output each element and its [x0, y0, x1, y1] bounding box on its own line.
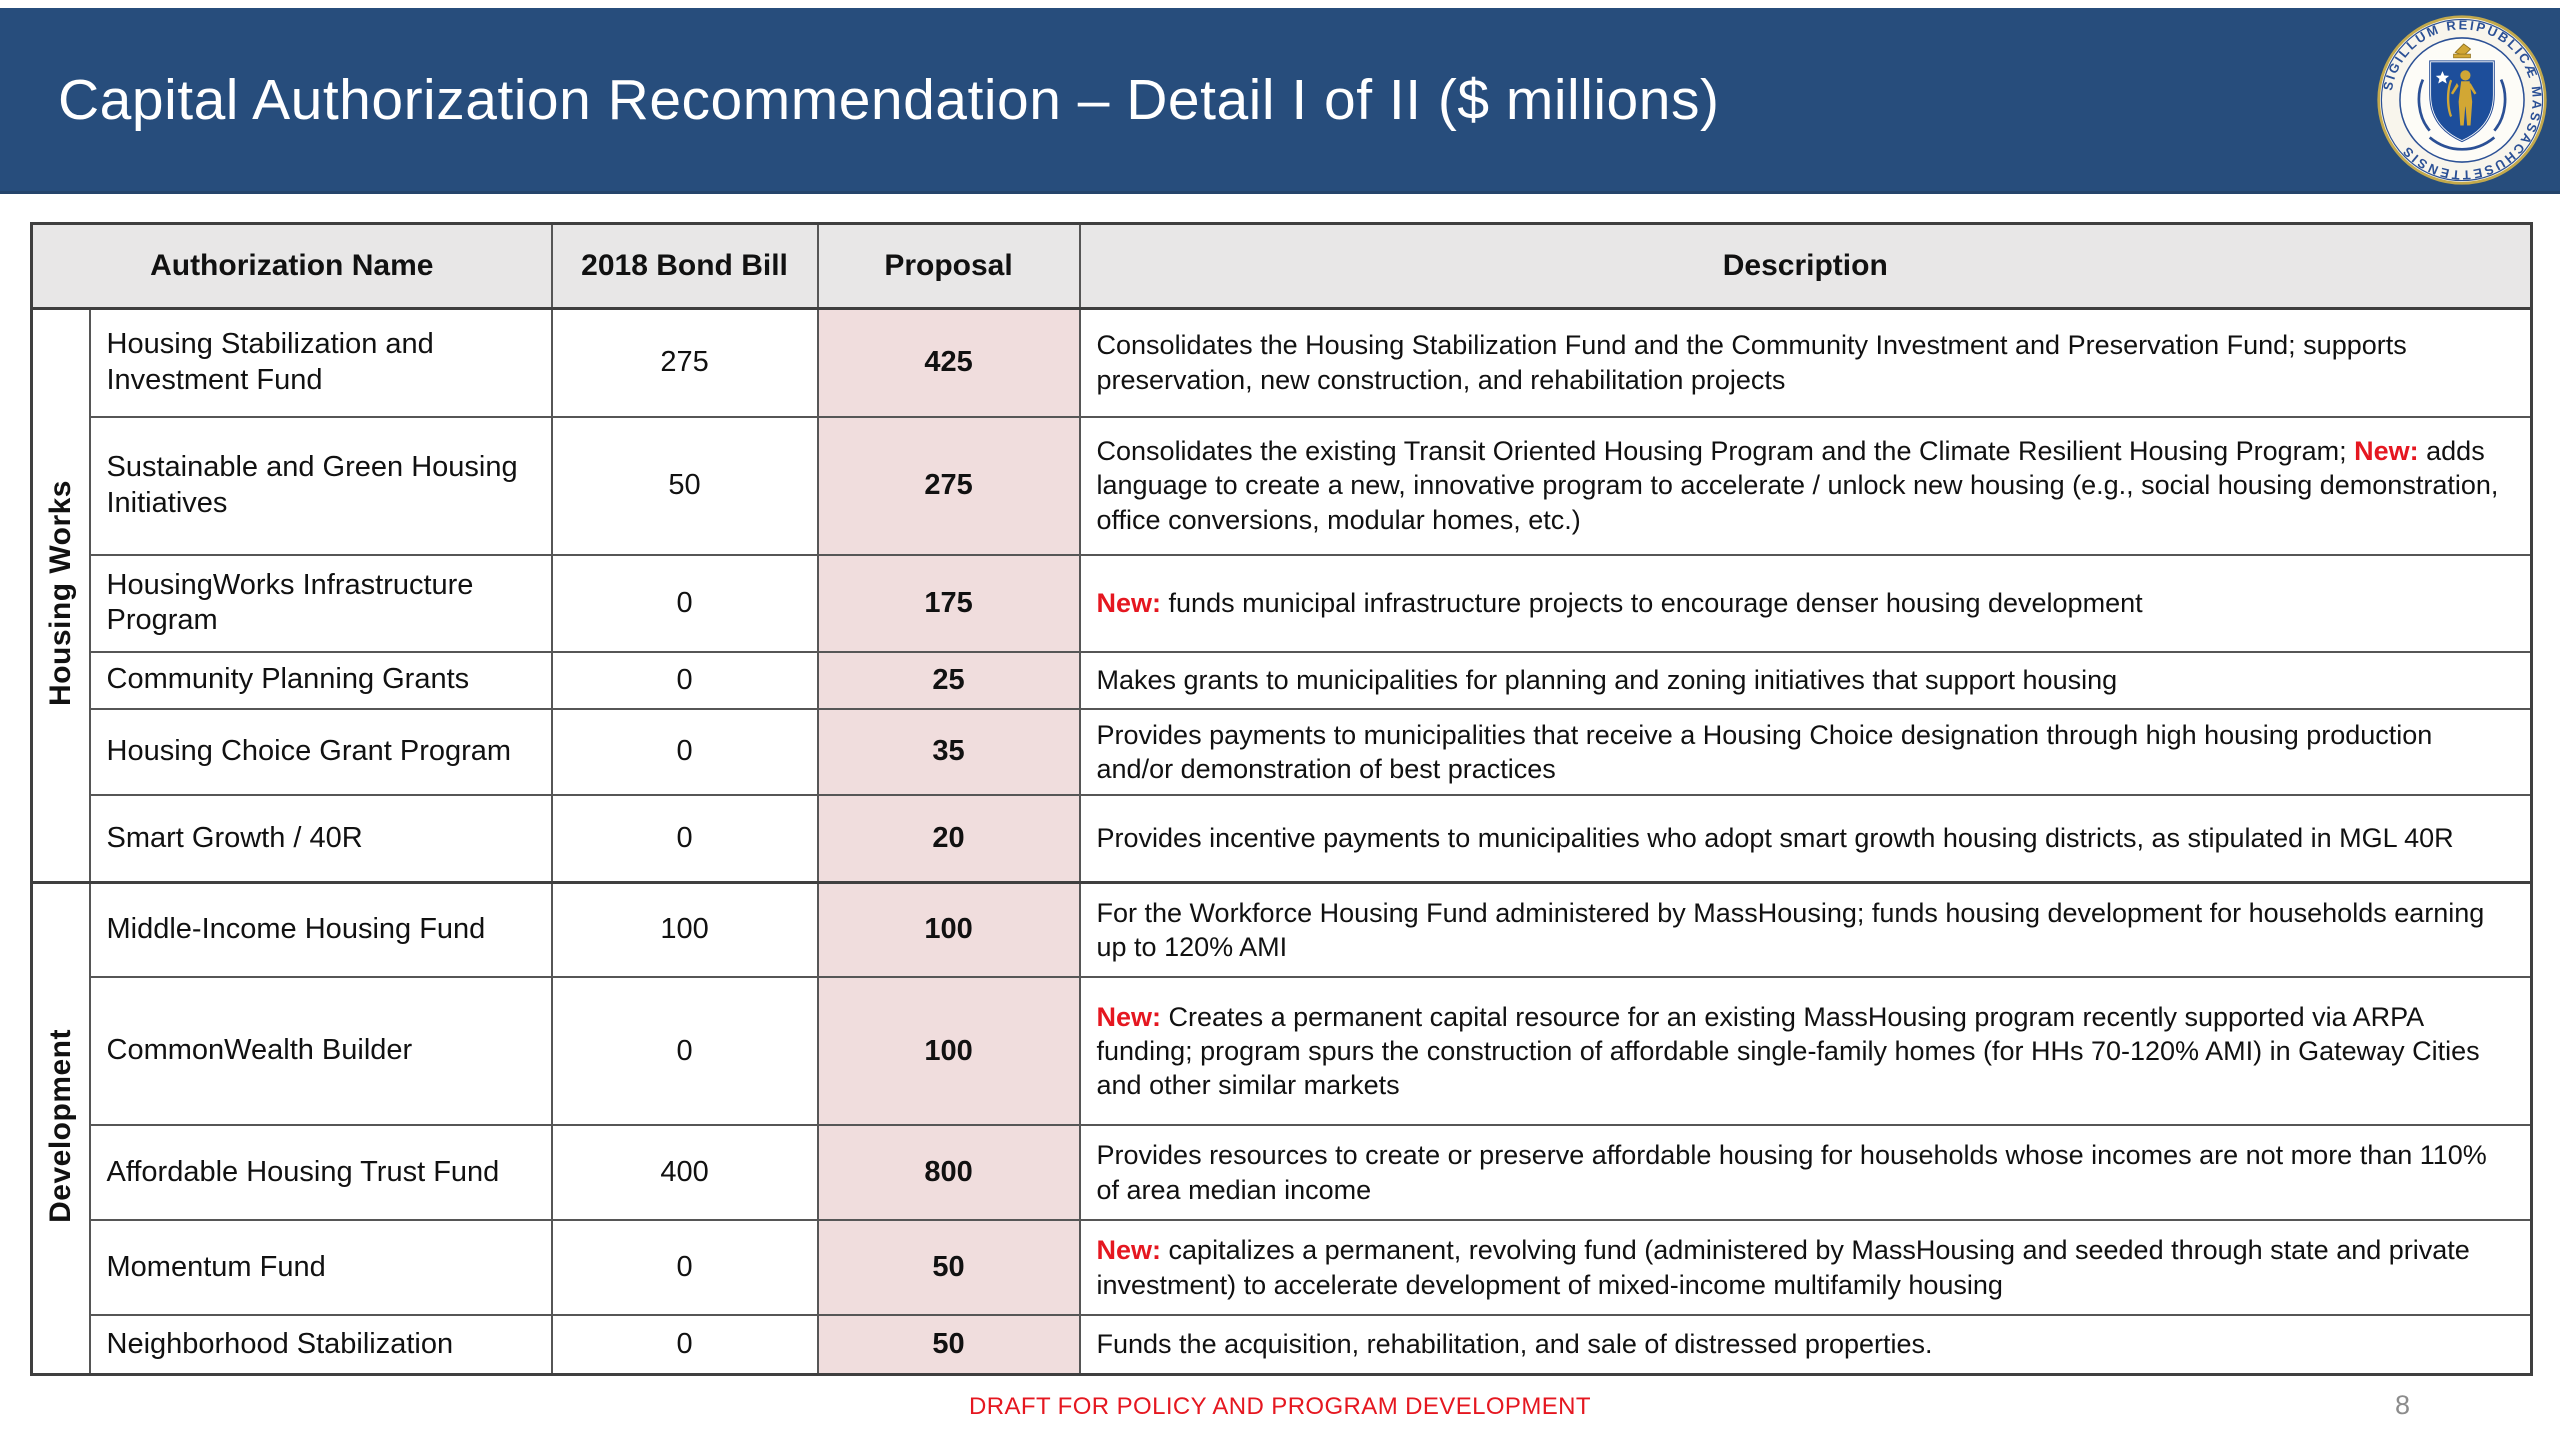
proposal-cell: 25	[816, 650, 1081, 710]
proposal-cell: 800	[816, 1124, 1081, 1222]
authorization-name-cell: Housing Choice Grant Program	[88, 707, 553, 797]
table-row: Momentum Fund 0 50 New: capitalizes a perma…	[32, 1219, 2533, 1317]
description-cell: Funds the acquisition, rehabilitation, a…	[1078, 1314, 2533, 1376]
authorization-name-cell: Smart Growth / 40R	[88, 794, 553, 884]
description-text: adds language to create a new, innovativ…	[1096, 436, 2499, 535]
authorization-name-cell: Sustainable and Green Housing Initiative…	[88, 415, 553, 556]
authorization-name-cell: Affordable Housing Trust Fund	[88, 1124, 553, 1222]
description-text: Consolidates the Housing Stabilization F…	[1096, 330, 2407, 395]
table-row: Development Middle-Income Housing Fund 100…	[30, 880, 2533, 1376]
bond-bill-2018-cell: 0	[550, 553, 819, 653]
description-text: Creates a permanent capital resource for…	[1096, 1001, 2480, 1101]
bond-bill-2018-cell: 50	[550, 415, 819, 556]
bond-bill-2018-cell: 0	[550, 707, 819, 797]
table-header-row: Authorization Name 2018 Bond Bill Proposal…	[30, 222, 2533, 310]
bond-bill-2018-cell: 0	[550, 976, 819, 1127]
table-row: Community Planning Grants 0 25 Makes grants…	[32, 650, 2533, 710]
description-text: Consolidates the existing Transit Orient…	[1096, 436, 2355, 467]
group-label-housing-works: Housing Works	[30, 307, 91, 884]
description-cell: Consolidates the Housing Stabilization F…	[1078, 307, 2533, 418]
group-label-text: Housing Works	[43, 479, 77, 706]
bond-bill-2018-cell: 0	[550, 794, 819, 884]
table-row: Smart Growth / 40R 0 20 Provides incentive …	[32, 794, 2533, 884]
table-row: Neighborhood Stabilization 0 50 Funds the a…	[32, 1314, 2533, 1376]
new-flag-label: New:	[1096, 1235, 1162, 1266]
authorization-name-cell: CommonWealth Builder	[88, 976, 553, 1127]
bond-bill-2018-cell: 275	[550, 307, 819, 418]
seal-star	[2435, 71, 2450, 84]
table-row: Sustainable and Green Housing Initiative…	[32, 415, 2533, 556]
column-header-2018-bond-bill: 2018 Bond Bill	[550, 222, 819, 310]
massachusetts-seal-icon: SIGILLUM REIPUBLICÆ MASSACHUSETTENSIS	[2377, 15, 2547, 185]
table-row: Housing Choice Grant Program 0 35 Provides …	[32, 707, 2533, 797]
bond-bill-2018-cell: 0	[550, 1314, 819, 1376]
new-flag-label: New:	[2354, 436, 2419, 467]
proposal-cell: 20	[816, 794, 1081, 884]
seal-figure	[2446, 70, 2477, 126]
description-cell: Provides incentive payments to municipal…	[1078, 794, 2533, 884]
proposal-cell: 100	[816, 880, 1081, 979]
new-flag-label: New:	[1096, 1001, 1162, 1032]
column-header-authorization-name: Authorization Name	[30, 222, 553, 310]
draft-footer-note: DRAFT FOR POLICY AND PROGRAM DEVELOPMENT	[969, 1393, 1591, 1420]
description-cell: Provides payments to municipalities that…	[1078, 707, 2533, 797]
description-cell: Provides resources to create or preserve…	[1078, 1124, 2533, 1222]
table-row: Housing Works Housing Stabilization and I…	[30, 307, 2533, 884]
bond-bill-2018-cell: 0	[550, 650, 819, 710]
description-text: capitalizes a permanent, revolving fund …	[1096, 1235, 2470, 1300]
authorization-name-cell: Neighborhood Stabilization	[88, 1314, 553, 1376]
proposal-cell: 275	[816, 415, 1081, 556]
authorization-table: Authorization Name 2018 Bond Bill Proposal…	[30, 222, 2534, 1376]
description-text: Provides incentive payments to municipal…	[1096, 823, 2454, 854]
authorization-name-cell: Middle-Income Housing Fund	[88, 880, 553, 979]
bond-bill-2018-cell: 0	[550, 1219, 819, 1317]
column-header-proposal: Proposal	[816, 222, 1081, 310]
proposal-cell: 425	[816, 307, 1081, 418]
page-number: 8	[2394, 1390, 2410, 1420]
table-row: CommonWealth Builder 0 100 New: Creates a p…	[32, 976, 2533, 1127]
description-cell: New: Creates a permanent capital resourc…	[1078, 976, 2533, 1127]
description-text: For the Workforce Housing Fund administe…	[1096, 897, 2485, 962]
description-cell: New: funds municipal infrastructure proj…	[1078, 553, 2533, 653]
group-label-development: Development	[30, 880, 91, 1376]
authorization-name-cell: Momentum Fund	[88, 1219, 553, 1317]
table-row: HousingWorks Infrastructure Program 0 175 N…	[32, 553, 2533, 653]
proposal-cell: 35	[816, 707, 1081, 797]
bond-bill-2018-cell: 400	[550, 1124, 819, 1222]
proposal-cell: 100	[816, 976, 1081, 1127]
description-cell: Consolidates the existing Transit Orient…	[1078, 415, 2533, 556]
new-flag-label: New:	[1096, 587, 1162, 618]
group-label-text: Development	[43, 1028, 77, 1223]
proposal-cell: 50	[816, 1219, 1081, 1317]
proposal-cell: 175	[816, 553, 1081, 653]
column-header-description: Description	[1078, 222, 2533, 310]
description-text: funds municipal infrastructure projects …	[1161, 587, 2143, 618]
description-text: Provides resources to create or preserve…	[1096, 1140, 2487, 1205]
authorization-name-cell: Community Planning Grants	[88, 650, 553, 710]
authorization-name-cell: HousingWorks Infrastructure Program	[88, 553, 553, 653]
table-body: Housing Works Housing Stabilization and I…	[30, 307, 2533, 1376]
authorization-name-cell: Housing Stabilization and Investment Fun…	[88, 307, 553, 418]
description-text: Makes grants to municipalities for plann…	[1096, 664, 2118, 695]
proposal-cell: 50	[816, 1314, 1081, 1376]
seal-crest	[2453, 43, 2472, 59]
description-text: Provides payments to municipalities that…	[1096, 719, 2433, 784]
description-text: Funds the acquisition, rehabilitation, a…	[1096, 1329, 1933, 1360]
description-cell: Makes grants to municipalities for plann…	[1078, 650, 2533, 710]
bond-bill-2018-cell: 100	[550, 880, 819, 979]
title-bar: Capital Authorization Recommendation – D…	[0, 8, 2560, 194]
page-title: Capital Authorization Recommendation – D…	[58, 67, 1720, 132]
table-row: Affordable Housing Trust Fund 400 800 Provi…	[32, 1124, 2533, 1222]
description-cell: New: capitalizes a permanent, revolving …	[1078, 1219, 2533, 1317]
description-cell: For the Workforce Housing Fund administe…	[1078, 880, 2533, 979]
table-header-row: Authorization Name 2018 Bond Bill Proposal…	[30, 222, 2533, 310]
